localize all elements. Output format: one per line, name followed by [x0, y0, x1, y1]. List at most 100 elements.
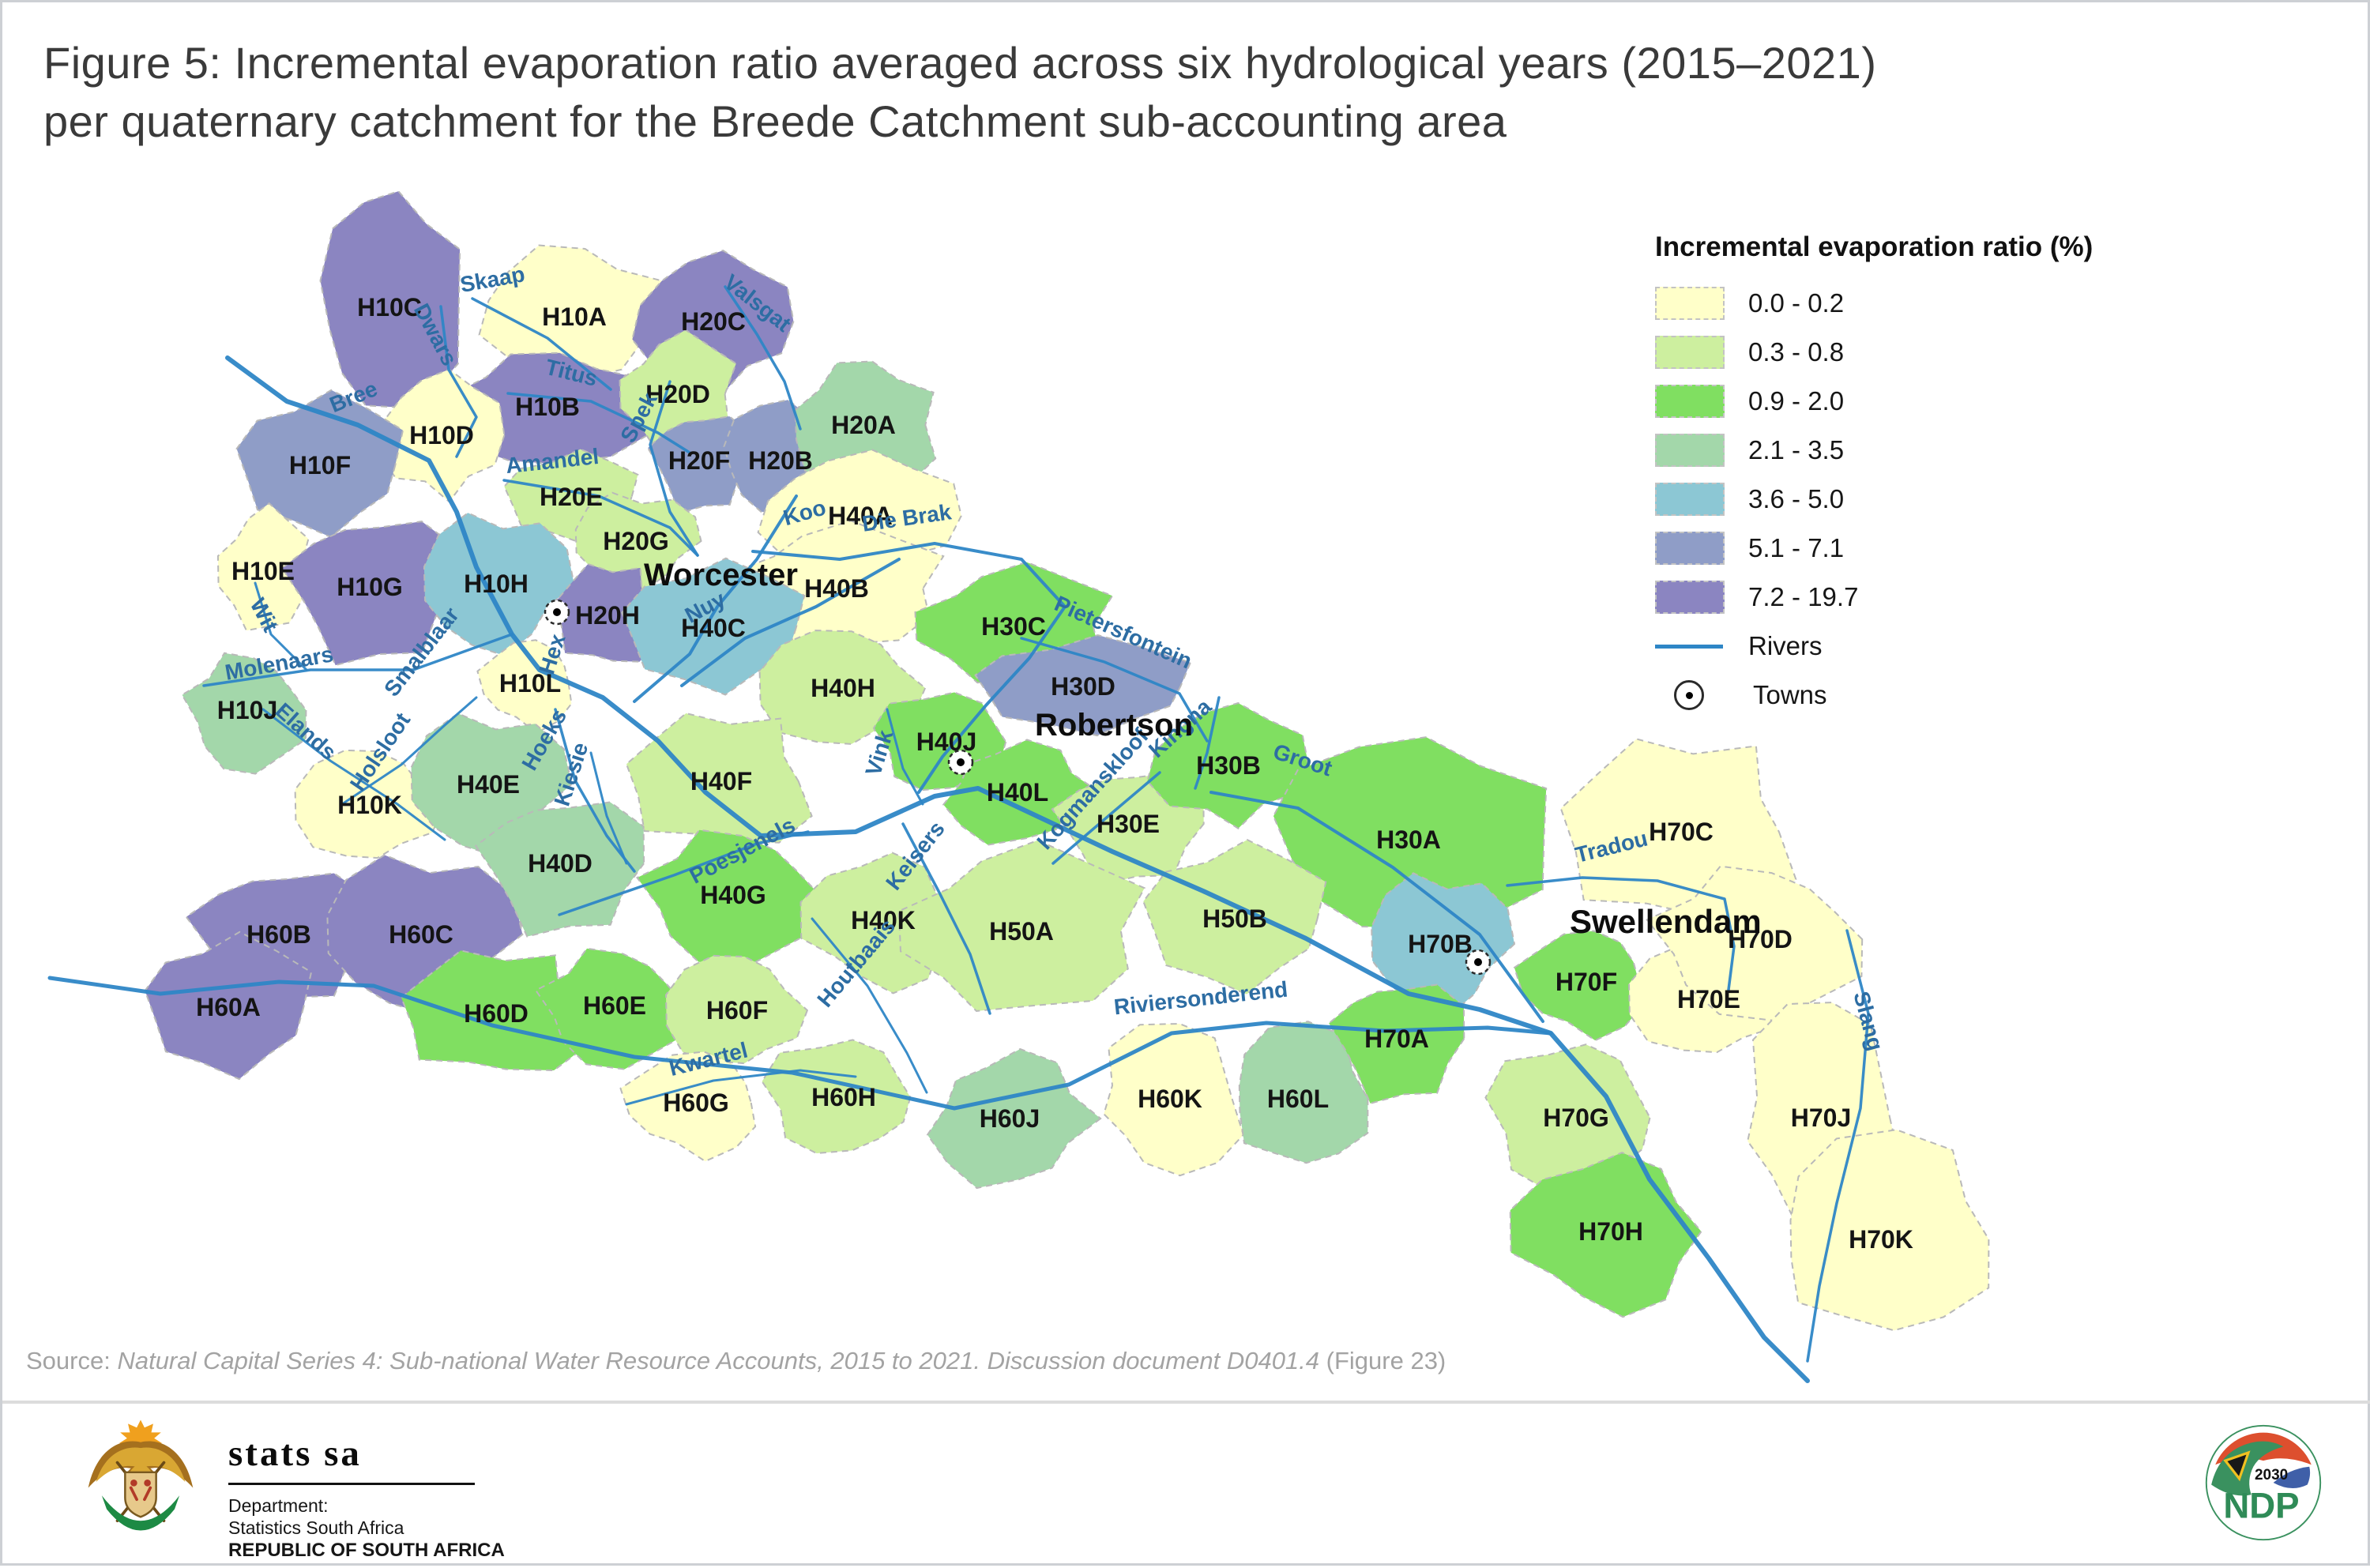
region-H60H	[761, 1039, 912, 1155]
legend-towns-row: Towns	[1655, 671, 2192, 720]
ndp-logo-block: 2030 NDP	[2203, 1423, 2323, 1547]
town-worcester: Worcester	[544, 558, 798, 626]
footer-divider	[2, 1401, 2370, 1404]
river-line-6	[1194, 696, 1221, 790]
region-label-H40A: H40A	[828, 502, 893, 530]
region-label-H10E: H10E	[231, 557, 295, 585]
region-label-H20D: H20D	[645, 380, 710, 408]
region-label-H20H: H20H	[575, 601, 640, 630]
source-suffix: (Figure 23)	[1319, 1347, 1446, 1374]
region-label-H60F: H60F	[706, 996, 768, 1025]
region-label-H70H: H70H	[1578, 1217, 1643, 1246]
river-line-25	[811, 917, 928, 1094]
region-H10E	[216, 502, 310, 632]
region-H10G	[280, 521, 458, 667]
region-label-H40H: H40H	[811, 674, 875, 702]
river-line-icon	[1655, 644, 1723, 649]
legend-class-label: 0.0 - 0.2	[1748, 288, 1845, 318]
region-label-H40F: H40F	[690, 767, 752, 795]
region-H60K	[1103, 1022, 1245, 1177]
region-label-H10B: H10B	[515, 393, 580, 421]
region-label-H70E: H70E	[1677, 985, 1740, 1013]
river-line-14	[649, 380, 699, 557]
region-label-H60A: H60A	[196, 993, 261, 1021]
region-label-H10K: H10K	[337, 791, 402, 819]
statssa-wordmark: stats sa	[228, 1433, 362, 1474]
map-legend: Incremental evaporation ratio (%) 0.0 - …	[1655, 231, 2192, 720]
region-label-H40B: H40B	[804, 574, 869, 603]
region-label-H10C: H10C	[357, 293, 422, 321]
region-label-H40E: H40E	[457, 770, 520, 799]
figure-title-line1: Figure 5: Incremental evaporation ratio …	[43, 38, 1877, 88]
figure-title: Figure 5: Incremental evaporation ratio …	[43, 34, 2176, 151]
region-H70K	[1789, 1129, 1990, 1332]
region-label-H30A: H30A	[1376, 825, 1441, 854]
region-label-H20E: H20E	[540, 483, 603, 511]
region-label-H50B: H50B	[1202, 904, 1267, 933]
region-H70D	[1646, 865, 1864, 1022]
statssa-logo-block: stats sa Department: Statistics South Af…	[81, 1418, 505, 1562]
river-line-4	[751, 542, 1066, 794]
region-label-H60D: H60D	[464, 999, 529, 1028]
region-H10A	[478, 244, 679, 380]
region-label-H10J: H10J	[217, 696, 278, 724]
legend-towns-label: Towns	[1753, 680, 1827, 709]
region-label-H30E: H30E	[1097, 810, 1160, 838]
region-H10C	[319, 190, 461, 408]
region-label-H70A: H70A	[1364, 1025, 1429, 1053]
region-label-H60K: H60K	[1138, 1085, 1202, 1113]
region-label-H20C: H20C	[681, 307, 746, 336]
region-label-H30C: H30C	[981, 612, 1046, 641]
river-line-27	[1051, 771, 1161, 865]
region-H60A	[144, 931, 313, 1081]
river-line-16	[202, 633, 514, 687]
statssa-country: REPUBLIC OF SOUTH AFRICA	[228, 1540, 505, 1562]
river-line-3	[680, 558, 901, 687]
region-H60J	[926, 1047, 1102, 1190]
region-label-H10G: H10G	[337, 573, 403, 601]
legend-class-label: 0.3 - 0.8	[1748, 337, 1845, 367]
source-text: Natural Capital Series 4: Sub-national W…	[117, 1347, 1320, 1374]
legend-swatch-icon	[1655, 581, 1725, 614]
region-label-H10D: H10D	[409, 421, 474, 449]
region-H40C	[621, 557, 806, 696]
legend-swatch-icon	[1655, 287, 1725, 320]
statssa-wordmark-block: stats sa Department: Statistics South Af…	[228, 1418, 505, 1562]
region-H40G	[635, 829, 821, 968]
region-label-H40L: H40L	[987, 778, 1048, 807]
region-label-H40D: H40D	[528, 849, 592, 878]
town-marker-dot	[1474, 958, 1482, 966]
river-line-11	[439, 305, 478, 458]
region-label-H60H: H60H	[811, 1083, 876, 1111]
region-label-H70J: H70J	[1791, 1104, 1852, 1132]
river-line-15	[724, 285, 802, 431]
region-label-H30D: H30D	[1051, 672, 1115, 701]
legend-class-row-6: 7.2 - 19.7	[1655, 573, 2192, 622]
region-label-H60L: H60L	[1267, 1085, 1329, 1113]
river-line-22	[886, 708, 924, 806]
region-label-H10A: H10A	[542, 303, 607, 331]
river-line-23	[901, 822, 991, 1015]
region-label-H60E: H60E	[583, 991, 646, 1020]
region-label-H50A: H50A	[989, 917, 1054, 946]
legend-class-label: 5.1 - 7.1	[1748, 533, 1845, 562]
region-label-H70G: H70G	[1543, 1104, 1609, 1132]
region-label-H40C: H40C	[681, 614, 746, 642]
region-label-H20G: H20G	[603, 527, 669, 555]
legend-swatch-icon	[1655, 532, 1725, 565]
region-label-H60C: H60C	[389, 920, 453, 949]
ndp-year: 2030	[2255, 1467, 2288, 1483]
region-H70H	[1509, 1152, 1702, 1318]
region-H40D	[474, 801, 645, 938]
legend-class-row-5: 5.1 - 7.1	[1655, 524, 2192, 573]
region-H40F	[625, 712, 813, 844]
region-H10H	[423, 512, 575, 657]
region-label-H60J: H60J	[980, 1104, 1040, 1133]
town-marker-dot	[957, 758, 965, 766]
town-label: Robertson	[1035, 708, 1193, 743]
region-label-H10F: H10F	[289, 451, 351, 479]
region-H50A	[897, 839, 1146, 1012]
region-H10K	[294, 749, 445, 859]
legend-title: Incremental evaporation ratio (%)	[1655, 231, 2094, 262]
